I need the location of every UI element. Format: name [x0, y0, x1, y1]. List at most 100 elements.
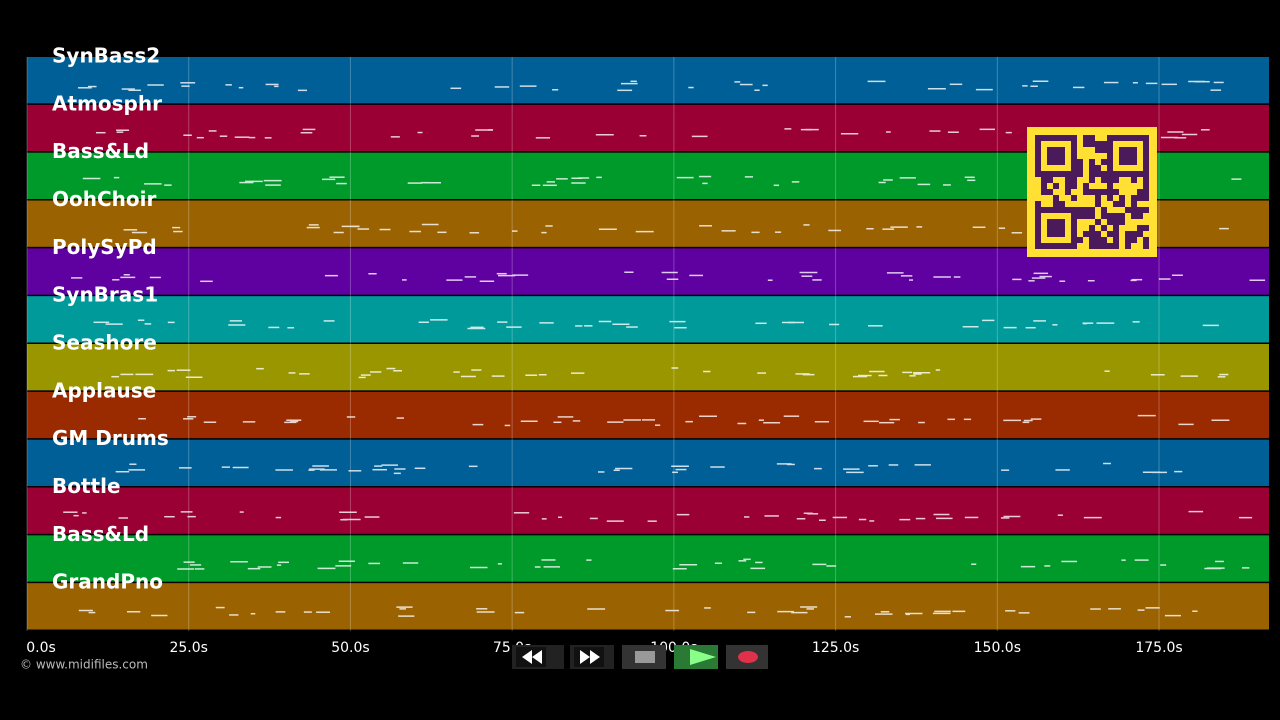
qr-cell [1143, 153, 1149, 159]
qr-cell [1077, 213, 1083, 219]
qr-cell [1083, 141, 1089, 147]
track-name: PolySyPd [52, 235, 157, 259]
qr-cell [1059, 225, 1065, 231]
qr-cell [1131, 153, 1137, 159]
qr-cell [1059, 147, 1065, 153]
qr-cell [1071, 219, 1077, 225]
qr-cell [1065, 177, 1071, 183]
qr-cell [1077, 159, 1083, 165]
qr-cell [1095, 219, 1101, 225]
qr-cell [1053, 159, 1059, 165]
qr-cell [1113, 225, 1119, 231]
copyright: © www.midifiles.com [20, 658, 148, 672]
qr-cell [1035, 135, 1041, 141]
fast-forward-button[interactable] [570, 645, 614, 669]
qr-code [1027, 127, 1157, 257]
record-button[interactable] [726, 645, 768, 669]
qr-cell [1083, 231, 1089, 237]
transport [512, 645, 768, 669]
qr-cell [1143, 183, 1149, 189]
qr-cell [1059, 201, 1065, 207]
qr-cell [1113, 237, 1119, 243]
track-band [27, 391, 1269, 439]
qr-cell [1101, 159, 1107, 165]
qr-cell [1125, 147, 1131, 153]
labels: SynBass2 Atmosphr Bass&Ld OohChoir PolySyPd S… [52, 44, 169, 594]
qr-cell [1137, 195, 1143, 201]
qr-cell [1119, 213, 1125, 219]
track-name: Bass&Ld [52, 139, 149, 163]
qr-cell [1035, 225, 1041, 231]
qr-cell [1059, 207, 1065, 213]
qr-cell [1059, 135, 1065, 141]
qr-cell [1035, 141, 1041, 147]
track-band [27, 583, 1269, 630]
qr-cell [1089, 207, 1095, 213]
qr-cell [1035, 147, 1041, 153]
qr-cell [1071, 183, 1077, 189]
qr-cell [1125, 171, 1131, 177]
track-band [27, 487, 1269, 534]
qr-cell [1071, 207, 1077, 213]
qr-cell [1077, 165, 1083, 171]
qr-cell [1137, 171, 1143, 177]
qr-cell [1047, 177, 1053, 183]
qr-cell [1089, 177, 1095, 183]
track-name: GrandPno [52, 570, 163, 594]
qr-cell [1131, 147, 1137, 153]
qr-cell [1101, 237, 1107, 243]
qr-cell [1035, 213, 1041, 219]
qr-cell [1059, 171, 1065, 177]
rewind-button[interactable] [512, 645, 564, 669]
qr-cell [1077, 171, 1083, 177]
qr-cell [1131, 177, 1137, 183]
qr-cell [1107, 183, 1113, 189]
qr-cell [1131, 207, 1137, 213]
qr-cell [1137, 189, 1143, 195]
play-button[interactable] [674, 645, 718, 669]
qr-cell [1083, 135, 1089, 141]
qr-cell [1089, 165, 1095, 171]
track-band [27, 344, 1269, 391]
qr-cell [1059, 219, 1065, 225]
qr-cell [1095, 147, 1101, 153]
track-name: Seashore [52, 331, 157, 355]
qr-cell [1089, 135, 1095, 141]
qr-cell [1095, 201, 1101, 207]
qr-cell [1083, 213, 1089, 219]
qr-cell [1053, 171, 1059, 177]
qr-cell [1143, 189, 1149, 195]
qr-cell [1101, 177, 1107, 183]
qr-cell [1065, 189, 1071, 195]
qr-cell [1131, 213, 1137, 219]
qr-cell [1095, 165, 1101, 171]
qr-cell [1071, 213, 1077, 219]
track-band [27, 535, 1269, 582]
qr-cell [1089, 189, 1095, 195]
qr-cell [1119, 219, 1125, 225]
qr-cell [1065, 207, 1071, 213]
qr-cell [1131, 237, 1137, 243]
qr-cell [1125, 153, 1131, 159]
qr-cell [1065, 243, 1071, 249]
qr-cell [1113, 213, 1119, 219]
qr-cell [1035, 231, 1041, 237]
qr-cell [1053, 207, 1059, 213]
track-name: OohChoir [52, 187, 156, 211]
qr-cell [1101, 225, 1107, 231]
qr-cell [1125, 231, 1131, 237]
qr-cell [1107, 177, 1113, 183]
qr-cell [1071, 165, 1077, 171]
tick-label: 125.0s [812, 640, 859, 656]
stop-button[interactable] [622, 645, 666, 669]
qr-cell [1089, 159, 1095, 165]
qr-cell [1047, 231, 1053, 237]
qr-cell [1143, 141, 1149, 147]
qr-cell [1107, 171, 1113, 177]
qr-cell [1083, 183, 1089, 189]
qr-cell [1095, 171, 1101, 177]
qr-cell [1059, 153, 1065, 159]
qr-cell [1053, 225, 1059, 231]
qr-cell [1125, 207, 1131, 213]
track-name: GM Drums [52, 426, 169, 450]
